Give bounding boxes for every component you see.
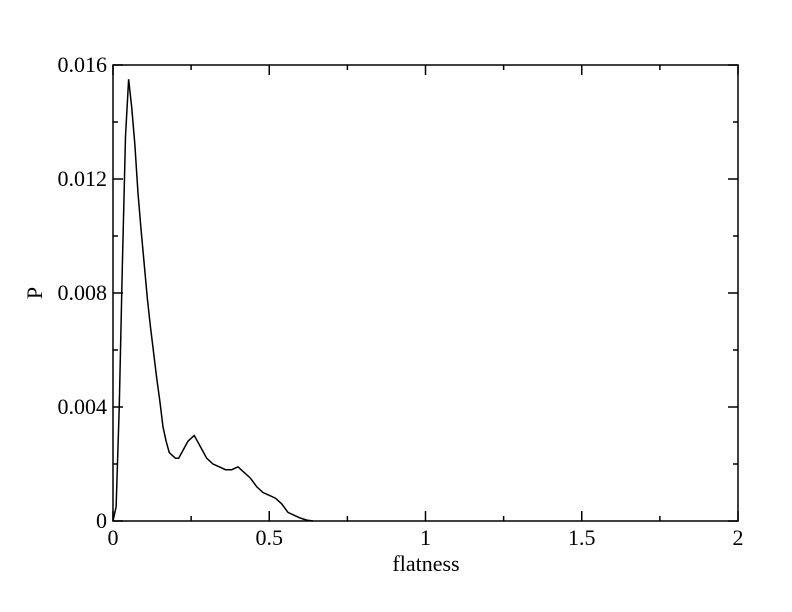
- y-tick-label: 0.004: [58, 394, 108, 419]
- x-tick-label: 1.5: [568, 525, 596, 550]
- x-tick-label: 1: [420, 525, 431, 550]
- x-tick-label: 0.5: [256, 525, 284, 550]
- x-axis-label: flatness: [392, 551, 459, 576]
- y-tick-label: 0: [96, 508, 107, 533]
- plot-frame: [112, 64, 739, 522]
- data-line: [112, 79, 314, 522]
- y-tick-label: 0.008: [58, 280, 108, 305]
- x-tick-label: 2: [733, 525, 744, 550]
- y-tick-label: 0.012: [58, 166, 108, 191]
- x-tick-label: 0: [108, 525, 119, 550]
- y-axis-label: P: [22, 287, 47, 299]
- y-tick-label: 0.016: [58, 52, 108, 77]
